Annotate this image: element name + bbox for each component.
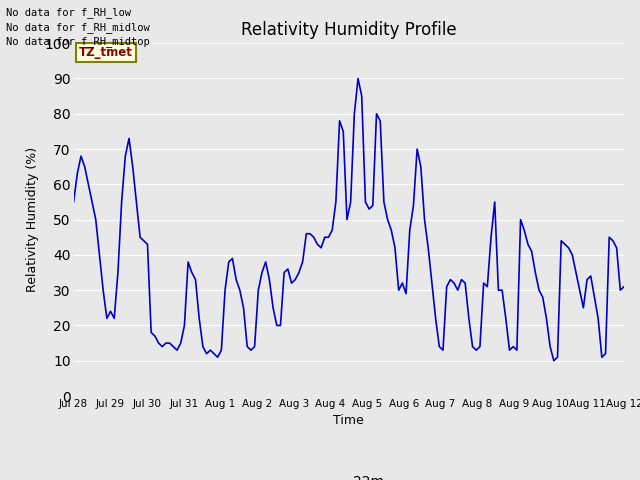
Text: No data for f_RH_midlow: No data for f_RH_midlow bbox=[6, 22, 150, 33]
Text: TZ_tmet: TZ_tmet bbox=[79, 46, 133, 59]
X-axis label: Time: Time bbox=[333, 414, 364, 427]
Y-axis label: Relativity Humidity (%): Relativity Humidity (%) bbox=[26, 147, 39, 292]
Text: No data for f_RH_low: No data for f_RH_low bbox=[6, 7, 131, 18]
Text: No data for f_RH_midtop: No data for f_RH_midtop bbox=[6, 36, 150, 47]
Title: Relativity Humidity Profile: Relativity Humidity Profile bbox=[241, 21, 456, 39]
Legend: 22m: 22m bbox=[308, 470, 389, 480]
